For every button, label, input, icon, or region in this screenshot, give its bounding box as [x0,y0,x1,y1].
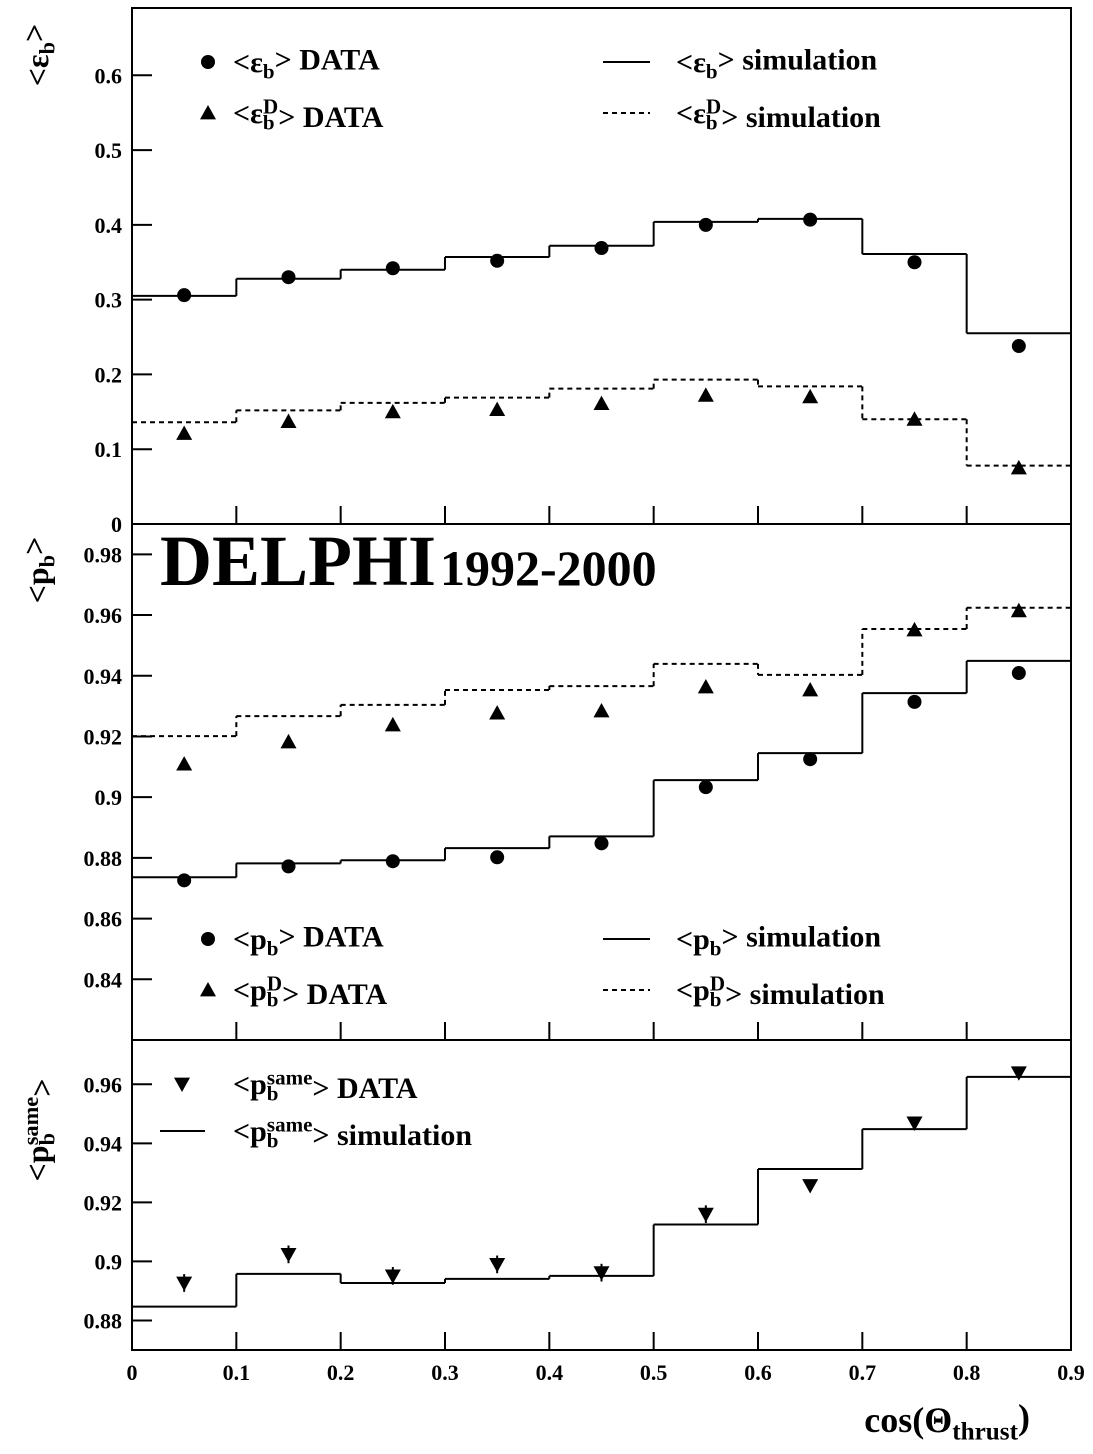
legend-label: <pbD> simulation [676,972,885,1012]
y-tick-label: 0.4 [95,213,123,238]
data-point [593,395,610,410]
y-axis-label: <pb> [16,537,60,604]
data-point [593,702,610,718]
y-tick-label: 0.92 [84,1190,123,1215]
y-axis-label: <pbsame> [18,1079,60,1182]
y-tick-label: 0 [111,512,122,537]
y-tick-label: 0.9 [95,1249,123,1274]
data-point [489,401,506,416]
legend-marker [201,932,215,946]
x-tick-label: 0.5 [640,1360,668,1385]
data-point [280,413,297,428]
legend-label: <εb> DATA [233,43,380,83]
y-tick-label: 0.94 [84,664,123,689]
data-point [906,1116,923,1131]
data-point [698,780,713,795]
annotation: DELPHI [160,521,436,601]
x-tick-label: 0.6 [744,1360,772,1385]
y-tick-label: 0.2 [95,362,123,387]
y-tick-label: 0.88 [84,1308,123,1333]
y-tick-label: 0.1 [95,437,123,462]
data-point [490,253,505,268]
legend-marker [174,1077,190,1092]
plot-frame [131,523,1072,1041]
data-point [489,1257,506,1273]
legend-label: <pbD> DATA [233,972,388,1012]
legend-label: <εbD> DATA [233,95,384,135]
y-tick-label: 0.96 [84,1072,123,1097]
data-point [802,682,819,697]
data-point [385,261,400,276]
data-point [280,733,297,749]
plot-frame [131,1039,1072,1351]
data-point [1010,602,1027,618]
data-point [490,850,505,865]
y-tick-label: 0.98 [84,542,123,567]
data-point [697,1207,714,1223]
x-tick-label: 0.1 [223,1360,251,1385]
legend-label: <pb> DATA [233,920,384,960]
x-tick-label: 0.2 [327,1360,355,1385]
data-point [906,621,923,637]
y-tick-label: 0.6 [95,63,123,88]
data-point [384,1269,401,1284]
data-point [280,1247,297,1263]
data-point [1010,459,1027,475]
data-point [1011,666,1026,681]
x-tick-label: 0.9 [1057,1360,1085,1385]
y-axis-label: <εb> [16,24,60,87]
data-point [803,752,818,767]
data-point [802,1179,819,1194]
legend-label: <pbsame> DATA [233,1066,418,1106]
data-point [907,694,922,709]
data-point [281,270,296,285]
data-point [177,873,192,888]
data-point [176,425,193,440]
y-tick-label: 0.96 [84,603,123,628]
data-point [593,1266,610,1281]
data-point [384,716,401,732]
plot-frame [131,7,1072,525]
y-tick-label: 0.88 [84,846,123,871]
legend-label: <pb> simulation [676,920,881,960]
x-tick-label: 0.3 [431,1360,459,1385]
y-tick-label: 0.84 [84,967,123,992]
data-point [281,859,296,874]
legend-marker [200,982,216,997]
data-point [176,1276,193,1291]
legend-label: <εbD> simulation [676,95,881,135]
x-tick-label: 0.7 [849,1360,877,1385]
data-point [802,388,819,404]
y-tick-label: 0.9 [95,785,123,810]
data-point [1011,339,1026,354]
y-tick-label: 0.5 [95,138,123,163]
x-tick-label: 0 [127,1360,138,1385]
legend-marker [200,105,216,120]
data-point [907,255,922,270]
y-tick-label: 0.94 [84,1131,123,1156]
data-point [594,241,609,256]
legend-label: <pbsame> simulation [233,1113,472,1153]
data-point [1010,1066,1027,1081]
data-point [384,403,401,419]
data-point [697,387,714,402]
y-tick-label: 0.92 [84,724,123,749]
x-tick-label: 0.8 [953,1360,981,1385]
y-tick-label: 0.86 [84,907,123,932]
data-point [697,678,714,694]
y-tick-label: 0.3 [95,288,123,313]
x-tick-label: 0.4 [536,1360,564,1385]
x-axis-label: cos(Θthrust) [864,1397,1030,1446]
data-point [594,836,609,851]
data-point [489,705,506,720]
data-point [698,217,713,232]
legend-marker [201,55,215,69]
data-point [906,411,923,426]
annotation: 1992-2000 [440,540,657,596]
data-point [176,756,193,771]
legend-label: <εb> simulation [676,43,878,83]
